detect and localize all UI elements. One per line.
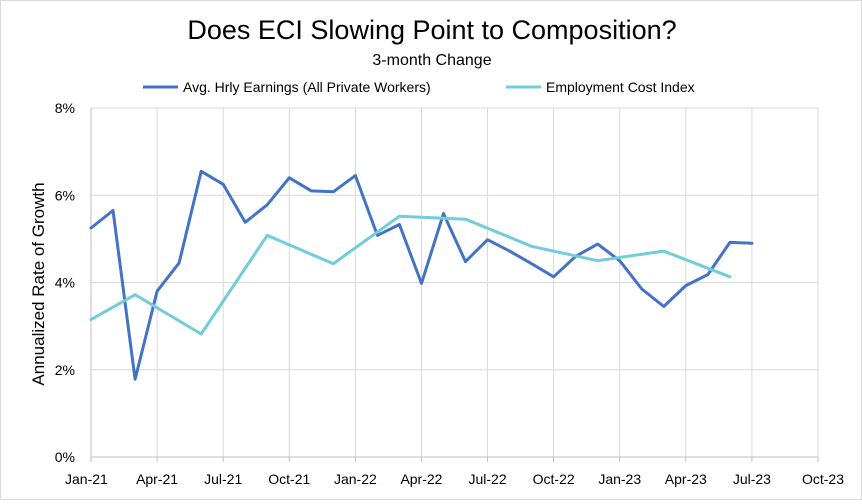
gridlines — [91, 107, 819, 457]
y-tick-label: 0% — [55, 449, 75, 465]
x-tick-label: Apr-22 — [400, 471, 442, 487]
y-tick-label: 8% — [55, 100, 75, 116]
x-tick-label: Oct-21 — [268, 471, 310, 487]
x-tick-label: Apr-21 — [136, 471, 178, 487]
x-tick-labels: Jan-21 Apr-21 Jul-21 Oct-21 Jan-22 Apr-22 Jul-… — [65, 471, 844, 487]
legend: Avg. Hrly Earnings (All Private Workers)… — [143, 79, 695, 95]
series-line-avg-hrly-earnings — [89, 169, 754, 381]
legend-label-avg-hrly-earnings: Avg. Hrly Earnings (All Private Workers) — [183, 79, 431, 95]
series-lines — [89, 169, 754, 381]
y-tick-labels: 0% 2% 4% 6% 8% — [55, 100, 75, 465]
x-tick-label: Jan-22 — [334, 471, 377, 487]
y-axis-label: Annualized Rate of Growth — [29, 182, 48, 385]
x-tick-label: Apr-23 — [665, 471, 707, 487]
series-line-employment-cost-index — [89, 214, 732, 336]
chart-subtitle: 3-month Change — [372, 52, 491, 69]
x-tick-label: Jan-23 — [598, 471, 641, 487]
x-tick-label: Jul-21 — [204, 471, 242, 487]
legend-label-employment-cost-index: Employment Cost Index — [546, 79, 695, 95]
axes — [90, 108, 819, 462]
x-tick-label: Oct-22 — [533, 471, 575, 487]
y-tick-label: 2% — [55, 362, 75, 378]
x-tick-label: Jul-23 — [733, 471, 771, 487]
y-tick-label: 4% — [55, 275, 75, 291]
x-tick-label: Jul-22 — [468, 471, 506, 487]
chart-title: Does ECI Slowing Point to Composition? — [187, 15, 676, 45]
x-tick-label: Jan-21 — [65, 471, 108, 487]
x-tick-label: Oct-23 — [802, 471, 844, 487]
y-tick-label: 6% — [55, 187, 75, 203]
